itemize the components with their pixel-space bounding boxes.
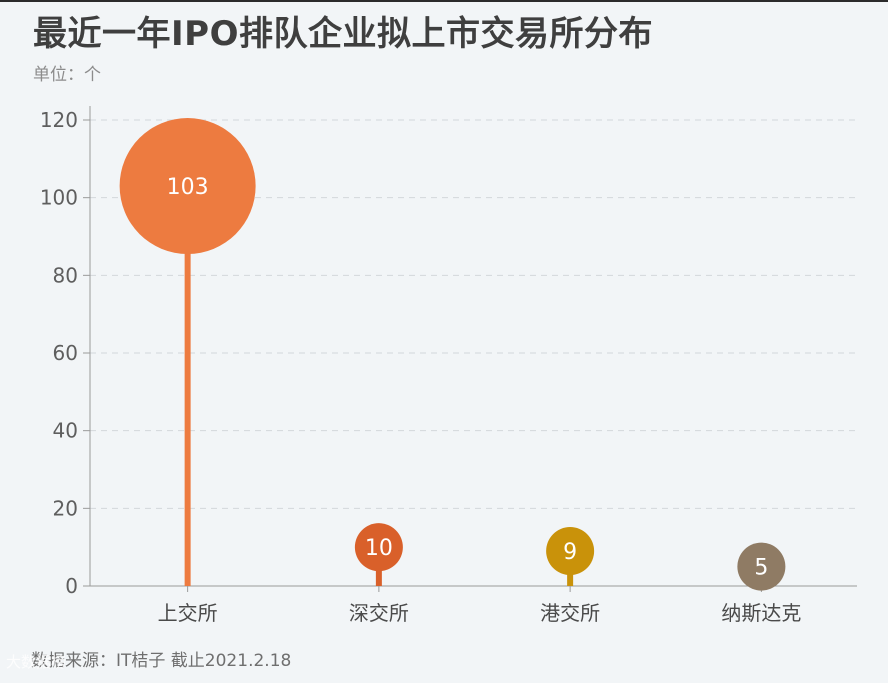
data-label: 9 — [563, 540, 577, 565]
y-tick-label: 100 — [40, 186, 78, 210]
bubble — [354, 523, 403, 572]
chart-title: 最近一年IPO排队企业拟上市交易所分布 — [33, 14, 653, 54]
unit-label: 单位：个 — [33, 65, 101, 85]
y-tick-label: 80 — [53, 263, 78, 287]
data-label: 103 — [167, 175, 209, 200]
stems — [184, 186, 765, 586]
y-tick-label: 60 — [53, 341, 78, 365]
bubble — [119, 118, 256, 255]
watermark-logo: 大数据榜 — [6, 653, 67, 671]
bubble — [737, 542, 786, 591]
source-note: 数据来源：IT桔子 截止2021.2.18 — [31, 651, 292, 671]
top-rule — [0, 0, 888, 2]
y-tick-label: 40 — [53, 419, 78, 443]
labels: 0 20 40 60 80 100 120 103 上交所 10 深交所 9 港交所 5 纳斯达克 — [40, 108, 802, 625]
category-label: 上交所 — [158, 601, 218, 625]
category-label: 深交所 — [349, 601, 409, 625]
y-tick-label: 20 — [53, 496, 78, 520]
bubbles — [119, 118, 786, 591]
category-label: 港交所 — [540, 601, 600, 625]
data-label: 10 — [365, 536, 393, 561]
bubble — [546, 527, 595, 576]
category-label: 纳斯达克 — [721, 601, 801, 625]
data-label: 5 — [754, 556, 768, 581]
y-tick-label: 120 — [40, 108, 78, 132]
y-tick-label: 0 — [65, 574, 78, 598]
